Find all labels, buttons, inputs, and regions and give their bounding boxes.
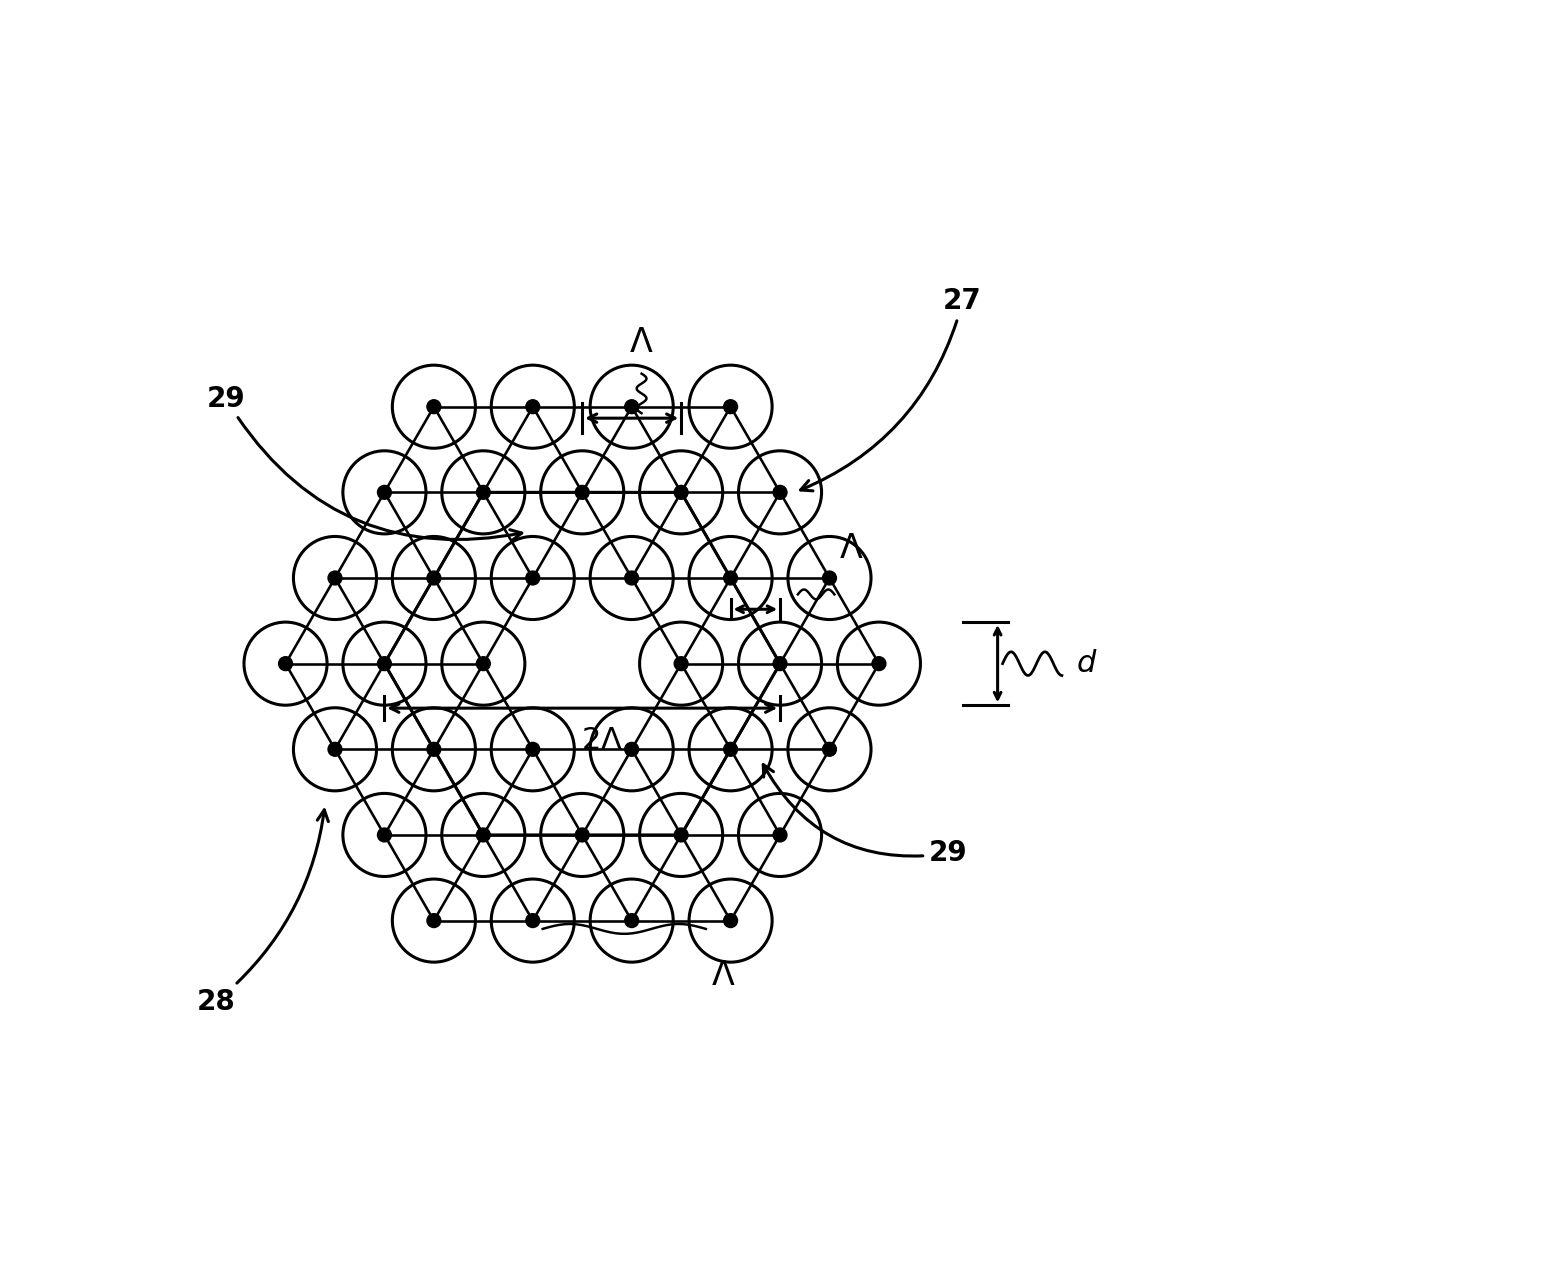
Circle shape xyxy=(774,828,788,842)
Circle shape xyxy=(723,571,738,585)
Circle shape xyxy=(476,657,490,671)
Circle shape xyxy=(774,657,788,671)
Circle shape xyxy=(476,485,490,499)
Circle shape xyxy=(675,485,687,499)
Circle shape xyxy=(723,914,738,928)
Circle shape xyxy=(723,399,738,413)
Text: $\Lambda$: $\Lambda$ xyxy=(711,958,736,991)
Circle shape xyxy=(675,657,687,671)
Circle shape xyxy=(526,571,540,585)
Circle shape xyxy=(428,399,440,413)
Circle shape xyxy=(526,914,540,928)
Circle shape xyxy=(575,485,589,499)
Circle shape xyxy=(327,571,341,585)
Circle shape xyxy=(625,742,639,756)
Circle shape xyxy=(625,914,639,928)
Text: d: d xyxy=(1077,650,1096,679)
Circle shape xyxy=(822,571,836,585)
Circle shape xyxy=(723,742,738,756)
Circle shape xyxy=(774,485,788,499)
Text: 27: 27 xyxy=(800,287,982,490)
Circle shape xyxy=(428,914,440,928)
Circle shape xyxy=(526,399,540,413)
Text: $\Lambda$: $\Lambda$ xyxy=(839,532,864,565)
Circle shape xyxy=(428,742,440,756)
Text: $2\Lambda$: $2\Lambda$ xyxy=(581,726,623,755)
Circle shape xyxy=(377,657,392,671)
Circle shape xyxy=(327,742,341,756)
Text: 29: 29 xyxy=(207,384,521,541)
Circle shape xyxy=(575,828,589,842)
Text: $\Lambda$: $\Lambda$ xyxy=(630,326,655,359)
Circle shape xyxy=(675,828,687,842)
Circle shape xyxy=(526,742,540,756)
Circle shape xyxy=(822,742,836,756)
Circle shape xyxy=(377,485,392,499)
Circle shape xyxy=(476,828,490,842)
Circle shape xyxy=(625,399,639,413)
Circle shape xyxy=(872,657,886,671)
Circle shape xyxy=(428,571,440,585)
Circle shape xyxy=(279,657,293,671)
Text: 28: 28 xyxy=(196,810,329,1016)
Text: 29: 29 xyxy=(763,765,968,867)
Circle shape xyxy=(377,828,392,842)
Circle shape xyxy=(625,571,639,585)
